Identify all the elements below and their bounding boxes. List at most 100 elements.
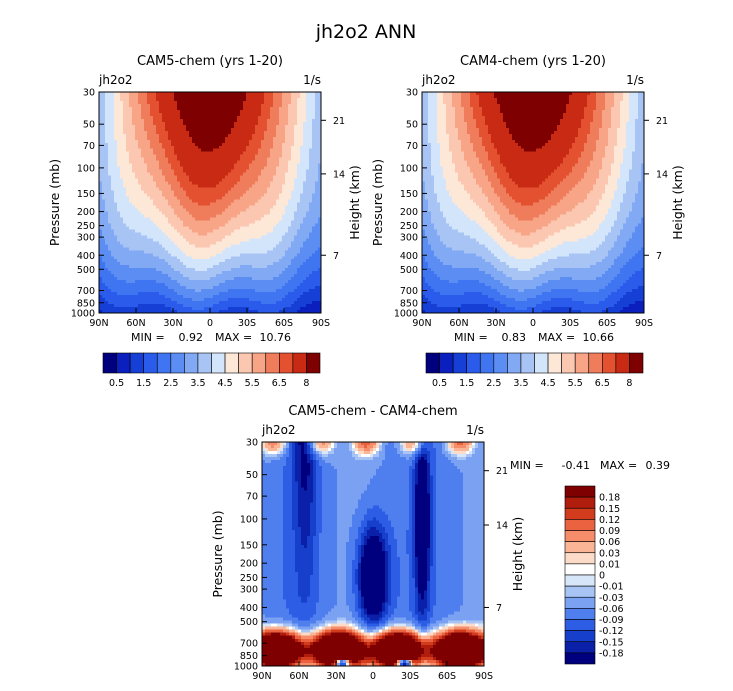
contour-cell xyxy=(195,118,199,123)
contour-cell xyxy=(318,92,322,96)
contour-cell xyxy=(105,109,109,114)
contour-cell xyxy=(240,109,244,114)
contour-cell xyxy=(249,92,253,96)
contour-cell xyxy=(222,109,226,114)
contour-cell xyxy=(159,103,163,108)
contour-cell xyxy=(303,109,307,114)
contour-cell xyxy=(147,118,151,123)
contour-cell xyxy=(114,115,118,120)
contour-cell xyxy=(222,118,226,123)
contour-cell xyxy=(228,100,232,105)
contour-cell xyxy=(243,118,247,123)
contour-cell xyxy=(150,121,154,126)
contour-cell xyxy=(207,109,211,114)
contour-cell xyxy=(300,103,304,108)
contour-cell xyxy=(252,112,256,117)
contour-cell xyxy=(177,109,181,114)
contour-cell xyxy=(159,115,163,120)
contour-cell xyxy=(180,97,184,102)
contour-cell xyxy=(258,112,262,117)
contour-cell xyxy=(189,103,193,108)
contour-cell xyxy=(279,115,283,120)
contour-cell xyxy=(222,92,226,96)
contour-cell xyxy=(237,100,241,105)
contour-cell xyxy=(273,109,277,114)
contour-cell xyxy=(147,121,151,126)
contour-cell xyxy=(267,92,271,96)
contour-cell xyxy=(99,97,103,102)
contour-cell xyxy=(147,92,151,96)
contour-cell xyxy=(306,103,310,108)
contour-cell xyxy=(111,127,115,132)
contour-cell xyxy=(210,97,214,102)
contour-cell xyxy=(99,100,103,105)
contour-cell xyxy=(309,106,313,111)
contour-cell xyxy=(111,103,115,108)
contour-cell xyxy=(294,97,298,102)
contour-cell xyxy=(120,103,124,108)
contour-cell xyxy=(129,106,133,111)
contour-cell xyxy=(288,106,292,111)
contour-cell xyxy=(258,106,262,111)
contour-cell xyxy=(117,100,121,105)
contour-cell xyxy=(153,124,157,129)
contour-cell xyxy=(237,124,241,129)
contour-cell xyxy=(135,118,139,123)
contour-cell xyxy=(279,124,283,129)
contour-cell xyxy=(225,92,229,96)
contour-cell xyxy=(129,97,133,102)
contour-cell xyxy=(123,121,127,126)
contour-cell xyxy=(303,92,307,96)
contour-cell xyxy=(282,106,286,111)
contour-cell xyxy=(189,112,193,117)
contour-cell xyxy=(207,97,211,102)
contour-cell xyxy=(306,112,310,117)
contour-cell xyxy=(123,109,127,114)
contour-cell xyxy=(276,121,280,126)
contour-cell xyxy=(198,97,202,102)
contour-cell xyxy=(135,94,139,99)
contour-cell xyxy=(243,106,247,111)
contour-cell xyxy=(282,103,286,108)
contour-cell xyxy=(201,94,205,99)
contour-cell xyxy=(156,92,160,96)
contour-cell xyxy=(147,106,151,111)
contour-cell xyxy=(294,92,298,96)
contour-cell xyxy=(123,100,127,105)
contour-cell xyxy=(111,100,115,105)
contour-cell xyxy=(300,97,304,102)
contour-cell xyxy=(270,106,274,111)
contour-cell xyxy=(264,121,268,126)
contour-cell xyxy=(111,115,115,120)
contour-cell xyxy=(270,97,274,102)
contour-cell xyxy=(117,94,121,99)
contour-cell xyxy=(303,106,307,111)
contour-cell xyxy=(303,115,307,120)
contour-cell xyxy=(234,124,238,129)
contour-cell xyxy=(315,109,319,114)
contour-cell xyxy=(279,121,283,126)
contour-cell xyxy=(195,109,199,114)
contour-cell xyxy=(303,112,307,117)
contour-cell xyxy=(255,92,259,96)
contour-cell xyxy=(192,112,196,117)
contour-cell xyxy=(219,94,223,99)
contour-cell xyxy=(171,94,175,99)
contour-cell xyxy=(114,109,118,114)
contour-cell xyxy=(237,115,241,120)
contour-cell xyxy=(228,94,232,99)
contour-cell xyxy=(228,115,232,120)
contour-cell xyxy=(120,112,124,117)
contour-cell xyxy=(120,109,124,114)
contour-cell xyxy=(144,118,148,123)
contour-cell xyxy=(150,94,154,99)
contour-cell xyxy=(108,124,112,129)
contour-cell xyxy=(129,92,133,96)
contour-cell xyxy=(141,109,145,114)
contour-cell xyxy=(195,100,199,105)
contour-cell xyxy=(282,94,286,99)
contour-cell xyxy=(210,115,214,120)
contour-cell xyxy=(267,115,271,120)
contour-cell xyxy=(219,124,223,129)
contour-cell xyxy=(231,115,235,120)
